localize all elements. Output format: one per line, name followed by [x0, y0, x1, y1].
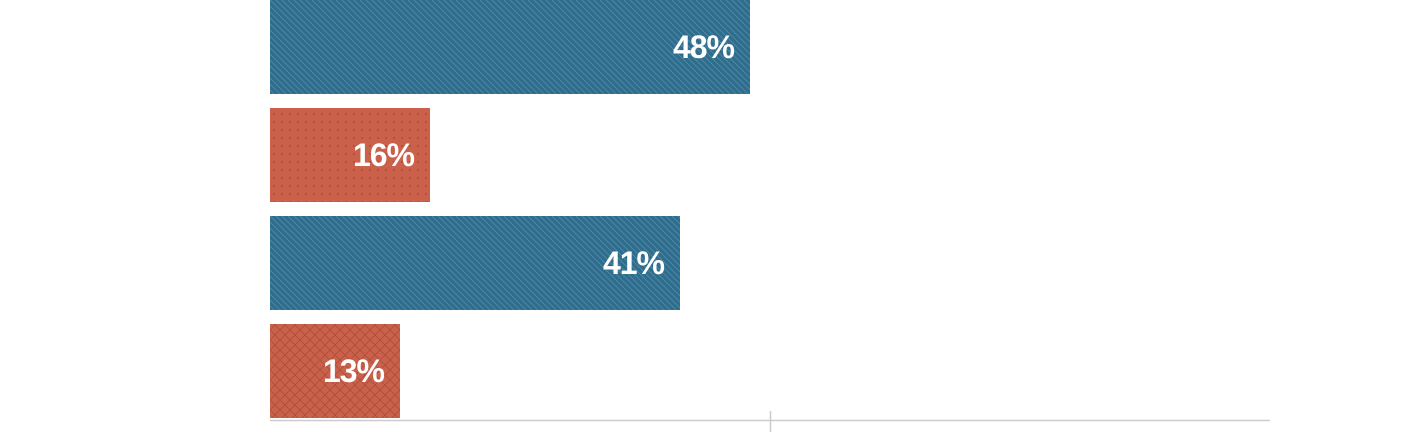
bar-group: 16% [270, 108, 430, 202]
bar-group: 48% [270, 0, 750, 94]
bar-texture [270, 324, 400, 418]
bar-value-label: 16% [353, 137, 415, 173]
bar-texture [270, 108, 430, 202]
bar-value-label: 13% [323, 353, 385, 389]
bars-layer: 48% 16% 41% 13% [270, 0, 750, 418]
bar-value-label: 41% [603, 245, 665, 281]
bar-value-label: 48% [673, 29, 735, 65]
bar-group: 41% [270, 216, 680, 310]
bar-group: 13% [270, 324, 400, 418]
bar-texture [270, 0, 750, 94]
x-axis [270, 411, 1270, 432]
bar-texture [270, 216, 680, 310]
